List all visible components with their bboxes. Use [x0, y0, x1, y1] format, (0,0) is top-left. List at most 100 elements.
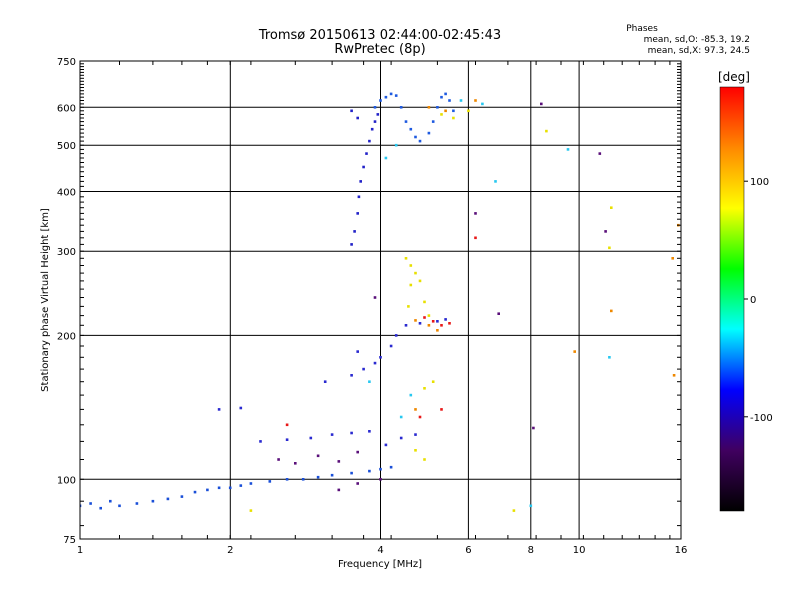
data-point	[217, 486, 221, 490]
colorbar-ticks: 100 0 -100	[744, 177, 773, 424]
data-point	[404, 324, 408, 327]
data-point	[423, 387, 426, 390]
data-point	[368, 469, 371, 473]
data-point	[180, 495, 184, 498]
data-point	[394, 143, 398, 147]
data-point	[474, 212, 477, 215]
y-tick-label: 400	[57, 188, 76, 199]
y-tick-label: 500	[57, 141, 76, 152]
data-point	[379, 478, 382, 481]
data-point	[474, 236, 477, 240]
data-point	[118, 504, 121, 508]
data-point	[277, 458, 280, 461]
data-point	[532, 426, 535, 430]
data-point	[330, 473, 334, 477]
data-point	[373, 120, 377, 123]
y-tick-label: 100	[57, 475, 76, 486]
data-point	[545, 129, 548, 133]
data-point	[414, 433, 417, 436]
data-point	[423, 458, 426, 461]
data-point	[384, 156, 388, 160]
data-point	[309, 436, 313, 440]
data-point	[494, 180, 497, 183]
data-point	[373, 106, 377, 109]
legend-line-x: mean, sd,X: 97.3, 24.5	[648, 46, 750, 56]
data-point	[337, 460, 341, 463]
data-point	[193, 490, 197, 494]
data-layer	[80, 92, 680, 512]
data-point	[399, 436, 403, 440]
data-point	[448, 99, 451, 102]
y-tick-label: 300	[57, 247, 76, 258]
data-point	[427, 131, 431, 135]
data-point	[440, 324, 443, 327]
data-point	[135, 502, 139, 505]
data-point	[404, 120, 408, 123]
data-point	[427, 106, 431, 109]
data-point	[497, 312, 500, 315]
data-point	[384, 95, 388, 99]
data-point	[365, 152, 368, 155]
data-point	[376, 113, 380, 116]
data-point	[356, 450, 359, 454]
data-point	[356, 212, 359, 215]
x-tick-label: 6	[465, 545, 471, 556]
colorbar-tick-label: 100	[750, 177, 769, 188]
data-point	[431, 120, 435, 123]
data-point	[610, 206, 613, 209]
data-point	[285, 438, 289, 441]
data-point	[444, 109, 447, 113]
data-point	[89, 502, 92, 505]
y-tick-label: 75	[63, 535, 76, 546]
data-point	[414, 408, 417, 411]
data-point	[217, 408, 221, 411]
data-point	[608, 356, 611, 359]
data-point	[399, 415, 403, 419]
y-tick-label: 600	[57, 103, 76, 114]
data-point	[436, 329, 439, 332]
data-point	[423, 300, 426, 304]
data-point	[259, 440, 262, 443]
data-point	[350, 243, 353, 246]
data-point	[151, 499, 155, 503]
data-point	[228, 486, 232, 490]
data-point	[459, 99, 463, 102]
data-point	[350, 109, 353, 113]
data-point	[373, 361, 377, 365]
data-point	[440, 408, 443, 411]
data-point	[285, 478, 289, 481]
data-point	[394, 334, 398, 337]
data-point	[423, 316, 426, 319]
data-point	[566, 148, 570, 151]
data-point	[368, 139, 371, 143]
colorbar	[719, 86, 745, 512]
data-point	[672, 374, 676, 377]
data-point	[316, 475, 320, 479]
data-point	[598, 152, 602, 155]
data-point	[357, 195, 361, 199]
data-point	[409, 393, 413, 397]
data-point	[301, 478, 305, 481]
data-point	[409, 264, 413, 267]
data-point	[249, 509, 253, 512]
data-point	[294, 462, 297, 465]
data-point	[436, 320, 439, 323]
x-tick-label: 1	[77, 545, 83, 556]
data-point	[350, 471, 353, 475]
data-point	[529, 504, 533, 508]
data-point	[285, 423, 289, 427]
data-point	[356, 116, 359, 120]
data-point	[249, 482, 253, 485]
data-point	[409, 127, 413, 131]
data-point	[444, 92, 447, 96]
axis-layer: 1 2 4 6 8 10 16 75 100 200 300 400 500 600 750	[57, 57, 687, 556]
data-point	[389, 92, 393, 96]
data-point	[389, 344, 393, 348]
data-point	[440, 95, 443, 99]
x-tick-label: 2	[227, 545, 233, 556]
data-point	[440, 113, 443, 116]
data-point	[356, 350, 359, 353]
data-point	[604, 230, 607, 233]
data-point	[206, 488, 209, 492]
data-point	[414, 271, 417, 275]
